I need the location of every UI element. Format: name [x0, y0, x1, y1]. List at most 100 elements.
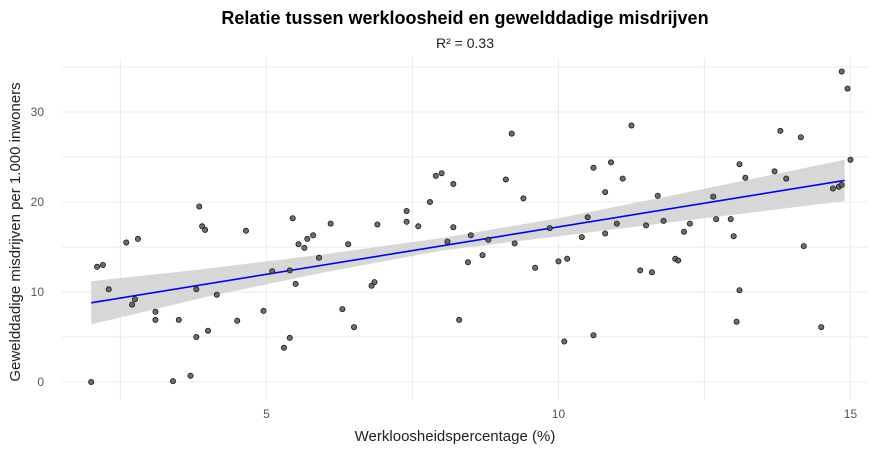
data-point	[374, 221, 381, 228]
data-point	[847, 156, 854, 163]
data-point	[415, 223, 422, 230]
data-point	[578, 234, 585, 241]
data-point	[564, 255, 571, 262]
data-point	[286, 267, 293, 274]
y-axis-label: Gewelddadige misdrijven per 1.000 inwone…	[7, 82, 24, 381]
data-point	[777, 127, 784, 134]
data-point	[234, 317, 241, 324]
data-point	[555, 258, 562, 265]
data-point	[432, 172, 439, 179]
data-point	[485, 236, 492, 243]
data-point	[152, 316, 159, 323]
data-point	[193, 286, 200, 293]
data-point	[202, 226, 209, 233]
data-point	[315, 254, 322, 261]
data-point	[829, 185, 836, 192]
data-point	[643, 222, 650, 229]
data-point	[681, 228, 688, 235]
data-point	[403, 218, 410, 225]
data-point	[286, 334, 293, 341]
data-point	[602, 189, 609, 196]
y-tick-label: 0	[37, 375, 44, 389]
data-point	[800, 243, 807, 250]
data-point	[608, 159, 615, 166]
data-point	[479, 252, 486, 259]
data-point	[134, 235, 141, 242]
data-point	[169, 378, 176, 385]
data-point	[456, 316, 463, 323]
data-point	[710, 193, 717, 200]
data-point	[205, 327, 212, 334]
data-point	[123, 239, 130, 246]
data-point	[771, 168, 778, 175]
data-point	[736, 287, 743, 294]
data-point	[590, 332, 597, 339]
data-point	[727, 216, 734, 223]
data-point	[196, 203, 203, 210]
data-point	[403, 207, 410, 214]
data-point	[310, 232, 317, 239]
data-point	[301, 244, 308, 251]
chart-subtitle: R² = 0.33	[436, 35, 494, 51]
data-point	[444, 238, 451, 245]
data-point	[602, 230, 609, 237]
tick-labels: 5 10 15 0 10 20 30	[31, 105, 858, 421]
data-point	[637, 267, 644, 274]
data-point	[292, 280, 299, 287]
data-point	[502, 176, 509, 183]
data-point	[619, 175, 626, 182]
y-tick-label: 20	[31, 195, 45, 209]
data-point	[99, 261, 106, 268]
y-tick-label: 10	[31, 285, 45, 299]
data-point	[590, 164, 597, 171]
trend-line-group	[91, 179, 845, 304]
data-point	[648, 269, 655, 276]
data-point	[289, 215, 296, 222]
data-point	[561, 338, 568, 345]
data-point	[730, 233, 737, 240]
data-point	[818, 324, 825, 331]
data-point	[339, 306, 346, 313]
data-point	[213, 291, 220, 298]
data-point	[838, 68, 845, 75]
x-tick-label: 15	[844, 407, 858, 421]
data-point	[175, 316, 182, 323]
data-point	[345, 241, 352, 248]
data-point	[129, 301, 136, 308]
data-point	[686, 220, 693, 227]
data-point	[654, 192, 661, 199]
data-point	[105, 286, 112, 293]
data-point	[613, 220, 620, 227]
data-point	[464, 259, 471, 266]
data-point	[371, 279, 378, 286]
data-point	[675, 257, 682, 264]
data-points	[88, 68, 854, 385]
data-point	[520, 195, 527, 202]
data-point	[450, 180, 457, 187]
data-point	[280, 344, 287, 351]
grid	[62, 58, 868, 400]
data-point	[187, 372, 194, 379]
data-point	[511, 240, 518, 247]
data-point	[193, 333, 200, 340]
data-point	[736, 161, 743, 168]
x-axis-label: Werkloosheidspercentage (%)	[355, 428, 556, 445]
data-point	[844, 85, 851, 92]
data-point	[304, 235, 311, 242]
chart-title: Relatie tussen werkloosheid en gewelddad…	[221, 8, 708, 28]
x-tick-label: 5	[263, 407, 270, 421]
data-point	[628, 122, 635, 129]
trend-line	[91, 179, 845, 304]
data-point	[295, 241, 302, 248]
data-point	[713, 216, 720, 223]
y-tick-label: 30	[31, 105, 45, 119]
data-point	[532, 264, 539, 271]
data-point	[94, 263, 101, 270]
data-point	[426, 198, 433, 205]
data-point	[260, 307, 267, 314]
data-point	[508, 130, 515, 137]
data-point	[152, 308, 159, 315]
data-point	[660, 217, 667, 224]
data-point	[88, 378, 95, 385]
